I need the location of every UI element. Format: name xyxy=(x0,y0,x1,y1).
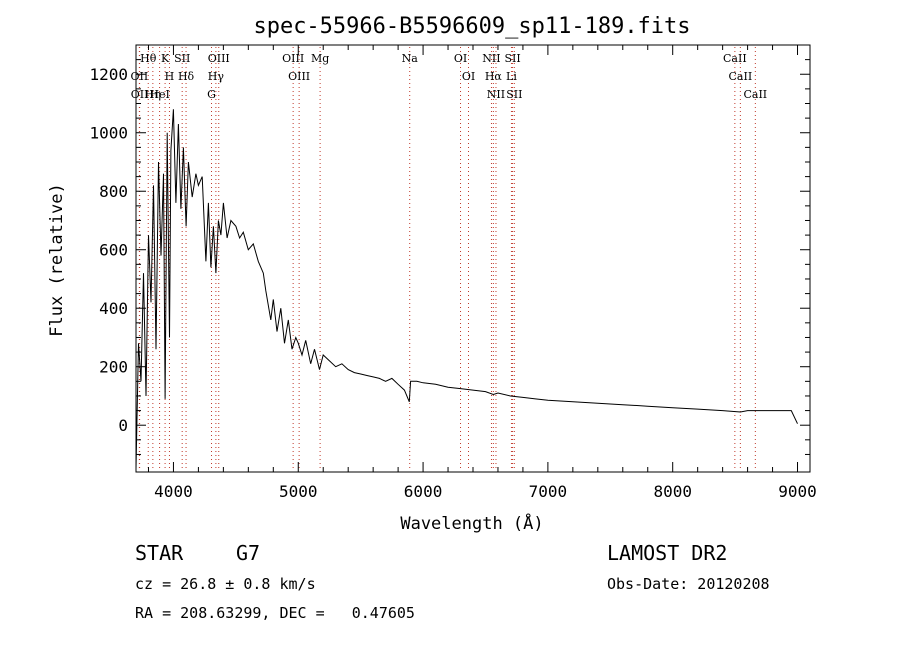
line-label: SII xyxy=(506,88,522,101)
x-tick-label: 4000 xyxy=(154,482,193,501)
x-tick-label: 8000 xyxy=(653,482,692,501)
line-label: HeI xyxy=(149,88,169,101)
x-tick-label: 6000 xyxy=(404,482,443,501)
y-axis-label: Flux (relative) xyxy=(47,183,67,337)
x-tick-label: 7000 xyxy=(529,482,568,501)
line-label: G xyxy=(207,88,216,101)
line-label: H xyxy=(165,70,175,83)
line-label: OII xyxy=(131,88,149,101)
line-label: OI xyxy=(462,70,475,83)
line-label: OIII xyxy=(288,70,310,83)
y-tick-label: 600 xyxy=(99,241,128,260)
line-label: Mg xyxy=(311,52,329,65)
spectrum-line xyxy=(135,109,798,470)
y-tick-label: 1000 xyxy=(89,124,128,143)
line-label: Hη xyxy=(145,88,161,101)
line-label: NII xyxy=(482,52,500,65)
x-tick-label: 5000 xyxy=(279,482,318,501)
x-tick-label: 9000 xyxy=(778,482,817,501)
line-label: SII xyxy=(174,52,190,65)
chart-title: spec-55966-B5596609_sp11-189.fits xyxy=(253,14,690,39)
y-tick-label: 800 xyxy=(99,182,128,201)
object-class: STAR xyxy=(135,541,184,565)
object-subclass: G7 xyxy=(236,541,261,565)
line-label: OII xyxy=(131,70,149,83)
line-label: CaII xyxy=(729,70,753,83)
line-label: K xyxy=(161,52,170,65)
plot-frame xyxy=(135,44,811,473)
line-label: Na xyxy=(402,52,419,65)
redshift-cz: cz = 26.8 ± 0.8 km/s xyxy=(135,575,316,593)
line-label: Li xyxy=(506,70,517,83)
x-axis-ticks: 4000 5000 6000 7000 8000 9000 xyxy=(147,45,817,501)
y-tick-label: 1200 xyxy=(89,65,128,84)
observation-date: Obs-Date: 20120208 xyxy=(607,575,770,593)
line-label: SII xyxy=(504,52,520,65)
line-label: OIII xyxy=(208,52,230,65)
line-label: OIII xyxy=(282,52,304,65)
line-label: NII xyxy=(487,88,505,101)
spectral-line-markers xyxy=(138,47,756,470)
line-label: Hα xyxy=(485,70,503,83)
y-tick-label: 0 xyxy=(118,416,128,435)
line-label: OI xyxy=(454,52,467,65)
y-axis-ticks: 0 200 400 600 800 1000 1200 xyxy=(89,59,810,455)
line-label: Hδ xyxy=(178,70,195,83)
line-label: Hθ xyxy=(140,52,157,65)
survey-name: LAMOST DR2 xyxy=(607,541,728,565)
y-tick-label: 400 xyxy=(99,299,128,318)
x-axis-label: Wavelength (Å) xyxy=(400,512,543,534)
line-label: CaII xyxy=(723,52,747,65)
line-label: CaII xyxy=(743,88,767,101)
y-tick-label: 200 xyxy=(99,358,128,377)
line-label: Hγ xyxy=(208,70,225,83)
coordinates: RA = 208.63299, DEC = 0.47605 xyxy=(135,604,415,622)
